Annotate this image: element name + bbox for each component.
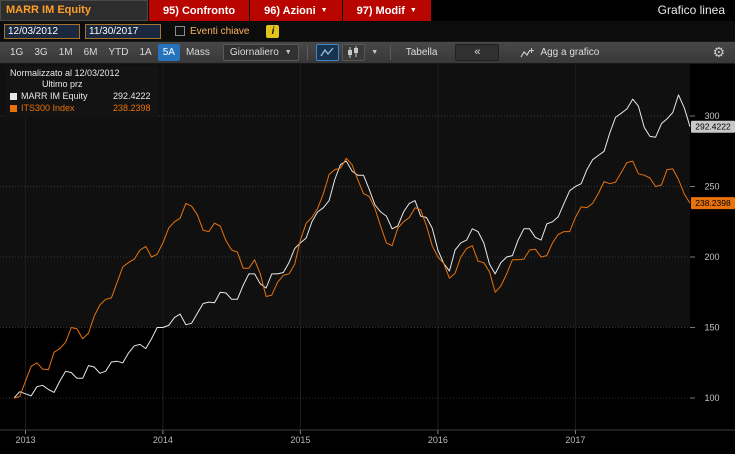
candlestick-chart-type-icon[interactable] [341, 44, 365, 61]
range-button-3g[interactable]: 3G [29, 44, 52, 61]
series-line-its300 [13, 157, 691, 399]
line-chart-glyph [320, 47, 334, 57]
series-last-value: 238.2398 [113, 103, 151, 113]
screen-title: Grafico linea [657, 3, 725, 17]
series-swatch-icon [10, 105, 17, 112]
last-price-badge [691, 197, 735, 210]
legend-last-price-label: Ultimo prz [42, 79, 83, 89]
chevron-down-icon: ▼ [284, 49, 292, 56]
add-chart-icon [520, 47, 535, 57]
y-axis-label: 300 [704, 111, 719, 121]
price-chart[interactable]: 2013 2014 2015 2016 2017100150200250300292.4… [0, 64, 735, 454]
x-axis-label: 2016 [428, 435, 448, 445]
last-price-badge-label: 238.2398 [695, 198, 731, 208]
last-price-badge-label: 292.4222 [695, 122, 731, 132]
x-axis-label: 2015 [290, 435, 310, 445]
menu-label: 96) Azioni [264, 4, 316, 17]
toolbar-divider [389, 45, 391, 60]
last-price-badge [691, 120, 735, 133]
legend-normalized-label: Normalizzato al 12/03/2012 [10, 68, 120, 78]
menu-label: 97) Modif [356, 4, 405, 17]
menu-azioni[interactable]: 96) Azioni ▼ [250, 0, 342, 21]
toolbar-divider [306, 45, 308, 60]
y-axis-label: 200 [704, 252, 719, 262]
security-ticker-field[interactable]: MARR IM Equity [0, 0, 148, 21]
titlebar-spacer [431, 0, 658, 21]
range-button-1g[interactable]: 1G [5, 44, 28, 61]
range-button-5a[interactable]: 5A [157, 44, 180, 61]
range-button-6m[interactable]: 6M [79, 44, 103, 61]
legend-row: MARR IM Equity 292.4222 [10, 91, 151, 102]
date-range-row: Eventi chiave i [0, 21, 735, 41]
legend-row: ITS300 Index 238.2398 [10, 103, 151, 114]
chart-type-dropdown-icon[interactable]: ▼ [368, 49, 382, 56]
candlestick-glyph [348, 46, 359, 58]
legend-series-rows: MARR IM Equity 292.4222 ITS300 Index 238.23… [10, 91, 151, 114]
y-axis-label: 150 [704, 323, 719, 333]
key-events-checkbox[interactable] [175, 26, 185, 36]
titlebar: MARR IM Equity 95) Confronto 96) Azioni ▼ 9… [0, 0, 735, 21]
frequency-label: Giornaliero [229, 47, 279, 58]
menu-bar: 95) Confronto 96) Azioni ▼ 97) Modif ▼ [148, 0, 431, 21]
series-name: ITS300 Index [21, 103, 75, 113]
end-date-input[interactable] [85, 23, 161, 39]
chevron-down-icon: ▼ [409, 7, 417, 14]
range-button-1a[interactable]: 1A [135, 44, 157, 61]
chevron-down-icon: ▼ [320, 7, 328, 14]
line-chart-type-icon[interactable] [315, 44, 339, 61]
series-swatch-icon [10, 93, 17, 100]
range-button-1m[interactable]: 1M [54, 44, 78, 61]
range-button-ytd[interactable]: YTD [104, 44, 134, 61]
series-last-value: 292.4222 [113, 91, 151, 101]
menu-modif[interactable]: 97) Modif ▼ [342, 0, 431, 21]
x-axis-label: 2013 [15, 435, 35, 445]
range-buttons: 1G 3G 1M 6M YTD 1A 5A Mass [5, 44, 215, 61]
chart-toolbar: 1G 3G 1M 6M YTD 1A 5A Mass Giornaliero ▼ ▼ Tabe… [0, 41, 735, 64]
collapse-panel-button[interactable]: « [455, 44, 500, 61]
add-to-chart-label: Agg a grafico [540, 47, 600, 58]
key-events-label: Eventi chiave [190, 25, 250, 37]
menu-confronto[interactable]: 95) Confronto [149, 0, 250, 21]
menu-label: 95) Confronto [163, 4, 236, 17]
settings-gear-icon[interactable]: ⚙ [712, 44, 725, 60]
start-date-input[interactable] [4, 23, 80, 39]
y-axis-label: 250 [704, 182, 719, 192]
table-button[interactable]: Tabella [399, 44, 445, 61]
chart-legend: Normalizzato al 12/03/2012 Ultimo prz MA… [5, 66, 158, 117]
range-button-mass[interactable]: Mass [181, 44, 215, 61]
y-axis-label: 100 [704, 393, 719, 403]
add-to-chart-button[interactable]: Agg a grafico [520, 47, 599, 59]
x-axis-label: 2017 [565, 435, 585, 445]
chart-area[interactable]: 2013 2014 2015 2016 2017 100 150 200 250 300 292.4… [0, 64, 735, 454]
x-axis-label: 2014 [153, 435, 173, 445]
series-line-marr [13, 94, 691, 399]
series-name: MARR IM Equity [21, 91, 88, 101]
info-icon[interactable]: i [266, 24, 280, 38]
frequency-dropdown[interactable]: Giornaliero ▼ [222, 44, 299, 61]
